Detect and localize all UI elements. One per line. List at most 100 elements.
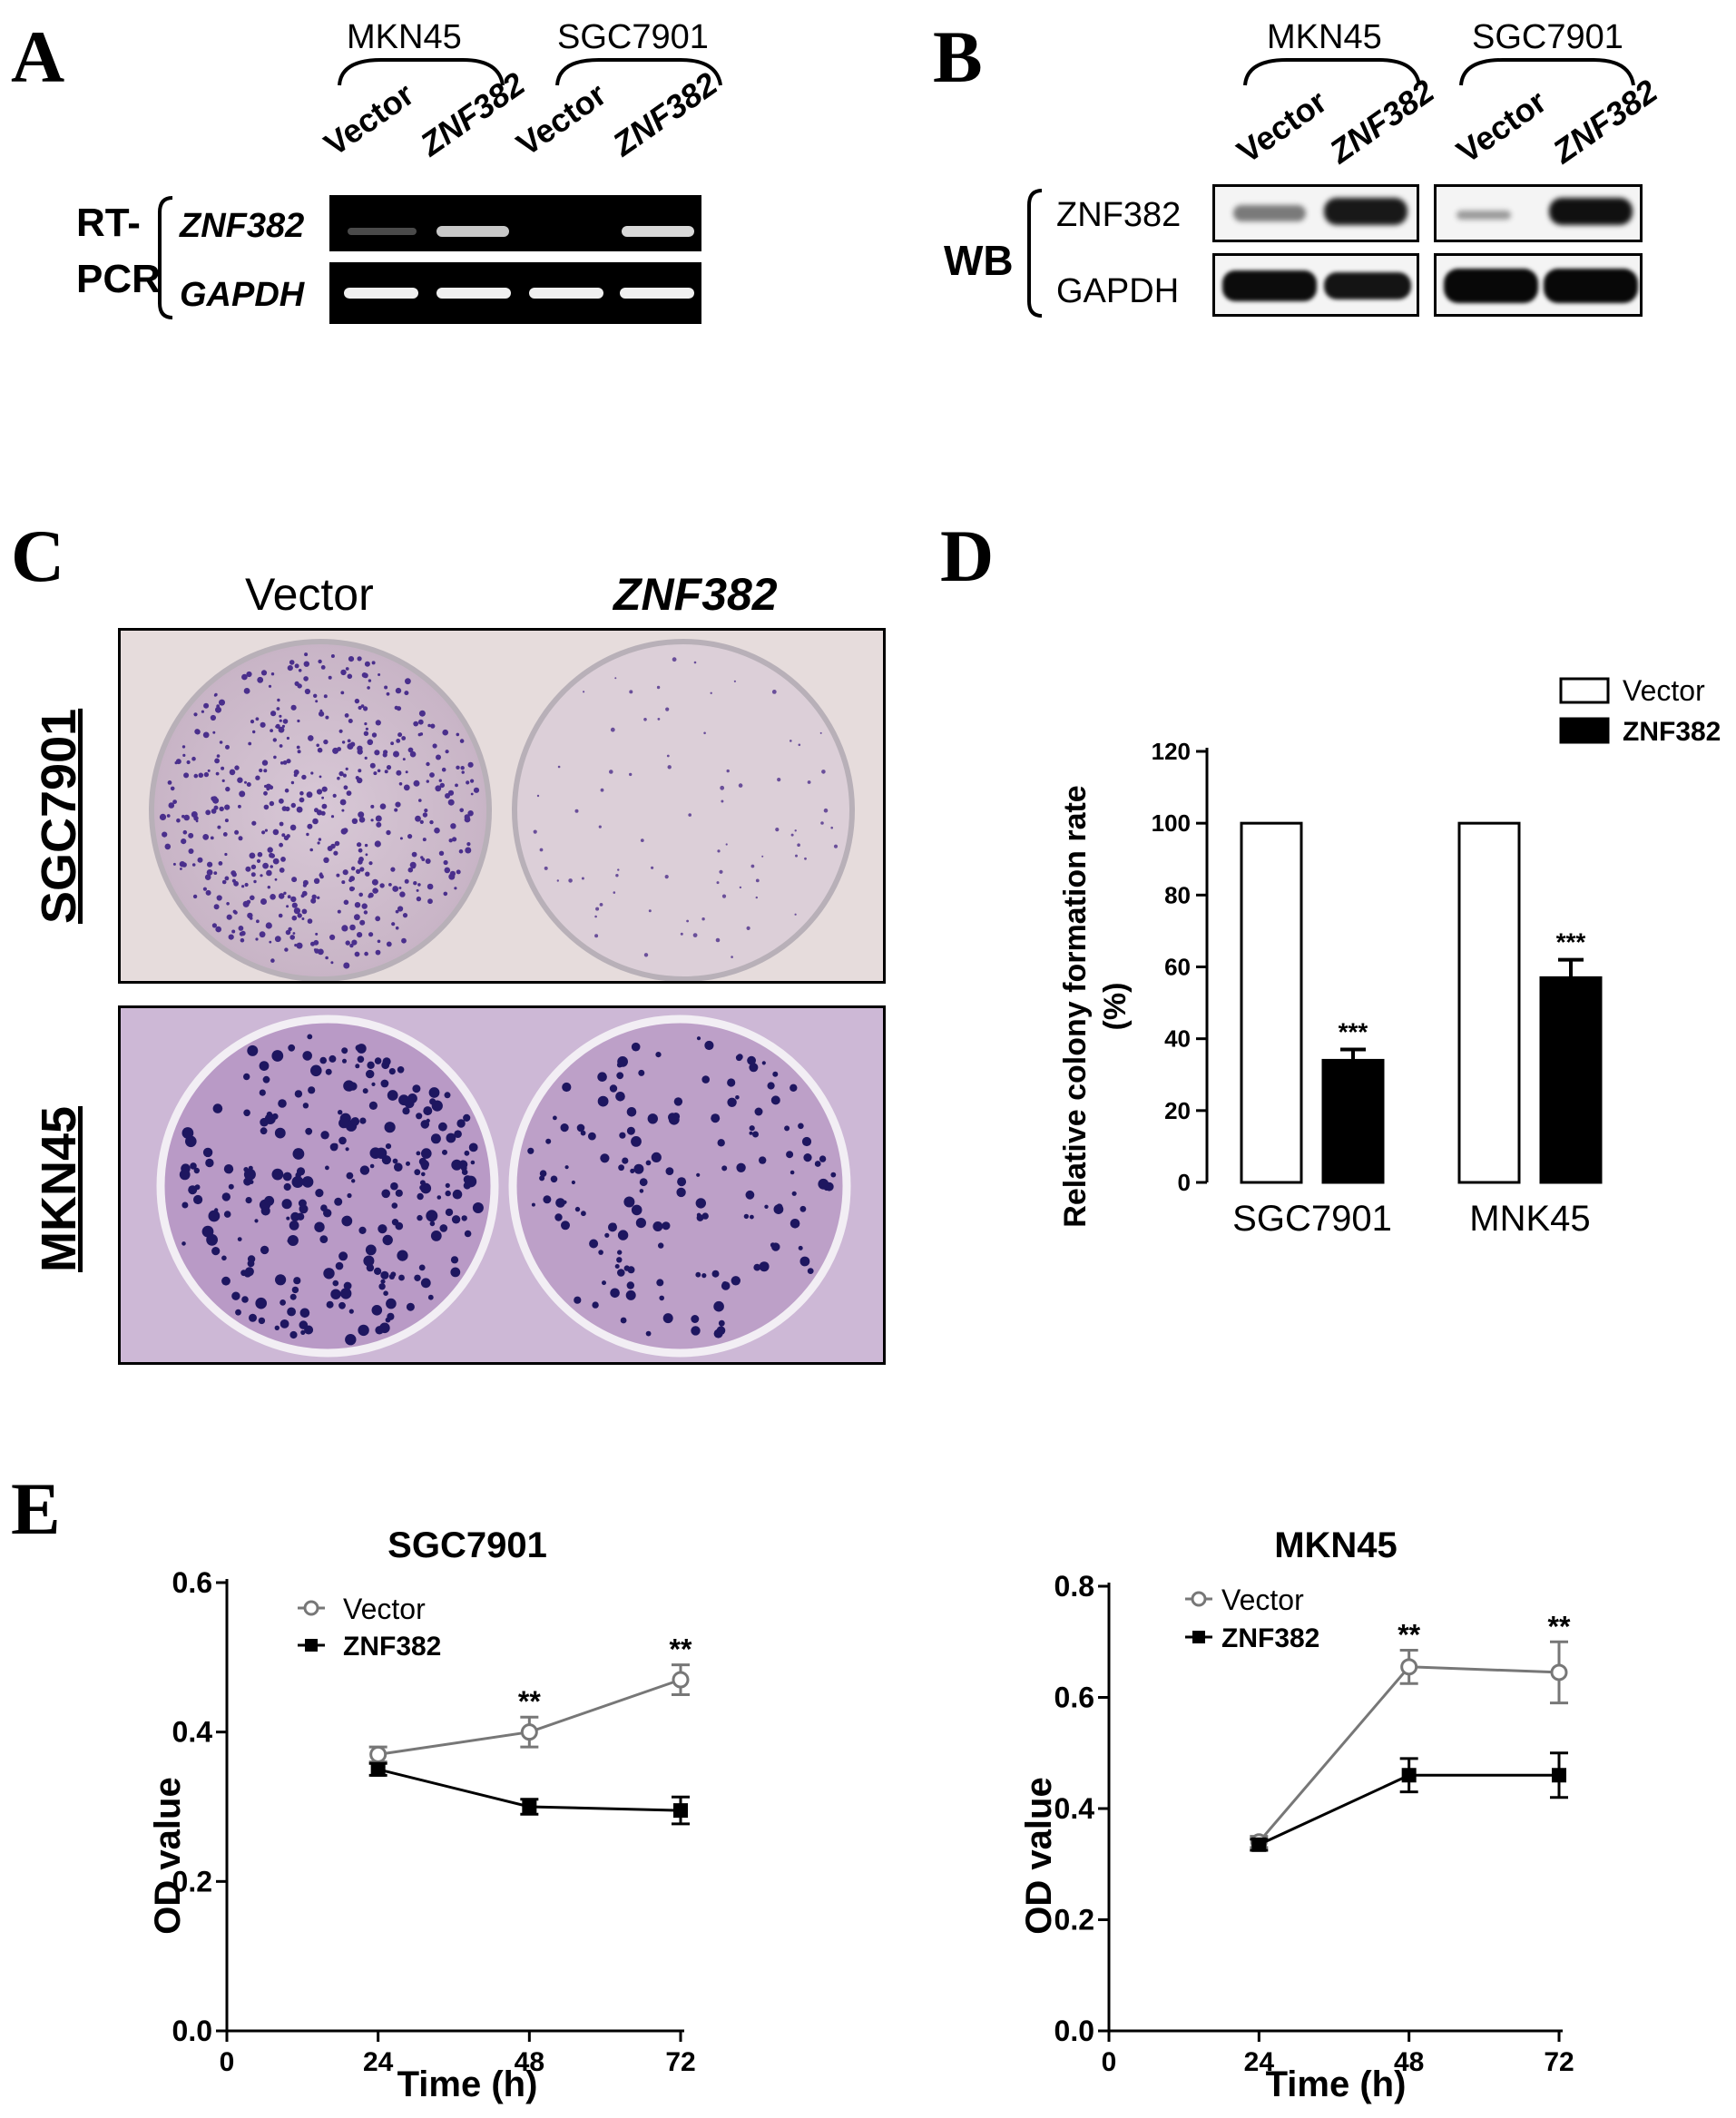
colony	[238, 836, 243, 841]
colony	[332, 1280, 339, 1287]
colony	[604, 1232, 610, 1238]
colony	[170, 786, 175, 791]
colony	[771, 690, 777, 694]
colony	[301, 774, 307, 780]
colony	[367, 739, 374, 746]
colony	[374, 1057, 382, 1064]
colony	[427, 883, 434, 890]
colony	[715, 937, 721, 943]
colony	[260, 721, 266, 728]
colony	[302, 1103, 309, 1109]
colony	[216, 754, 221, 758]
colony	[388, 1068, 396, 1075]
colony	[419, 819, 424, 824]
colony	[359, 1165, 370, 1175]
legend-label-znf382: ZNF382	[343, 1632, 441, 1662]
panel-b-cell-line-sgc7901: SGC7901	[1472, 18, 1623, 56]
colony	[203, 702, 210, 709]
colony	[770, 1095, 780, 1105]
colony	[384, 685, 388, 690]
chart-d-axes: 0 20 40 60 80 100 120	[1152, 738, 1209, 1196]
colony	[342, 869, 348, 876]
colony	[450, 823, 456, 829]
panel-a-cell-line-sgc7901: SGC7901	[557, 18, 709, 56]
colony	[374, 1267, 382, 1275]
colony	[618, 1164, 624, 1172]
colony	[194, 729, 201, 735]
colony	[413, 881, 417, 886]
panel-c-row-label-mkn45: MKN45	[32, 1105, 86, 1272]
colony	[342, 828, 348, 834]
colony	[215, 926, 221, 933]
colony	[442, 729, 449, 736]
y-tick-label: 20	[1164, 1097, 1191, 1124]
colony	[739, 886, 742, 889]
colony	[358, 857, 364, 862]
colony	[418, 1264, 426, 1271]
colony	[539, 1170, 547, 1177]
colony	[378, 1283, 386, 1290]
colony	[249, 1313, 257, 1322]
colony	[399, 837, 403, 840]
colony	[464, 814, 470, 820]
colony	[281, 833, 286, 838]
colony	[731, 956, 733, 958]
colony	[371, 1082, 376, 1086]
colony	[289, 1221, 299, 1231]
colony	[564, 1165, 569, 1170]
colony	[320, 1131, 329, 1140]
colony	[595, 907, 600, 911]
colony	[445, 1182, 450, 1188]
colony	[263, 790, 268, 796]
colony	[429, 772, 435, 778]
x-tick-label: 24	[363, 2047, 394, 2077]
colony	[259, 1089, 266, 1096]
colony	[424, 809, 428, 813]
colony	[229, 769, 236, 776]
colony	[799, 1205, 807, 1212]
colony	[280, 857, 286, 862]
colony	[794, 829, 797, 832]
colony	[610, 1288, 620, 1299]
colony	[263, 769, 268, 773]
colony	[598, 1250, 603, 1255]
colony	[382, 1057, 391, 1066]
colony	[278, 1099, 287, 1108]
colony	[278, 913, 283, 918]
colony	[470, 1160, 476, 1165]
point-znf382	[1401, 1768, 1417, 1783]
colony	[710, 691, 712, 694]
colony	[438, 1122, 447, 1132]
colony	[257, 676, 264, 683]
colony	[277, 698, 280, 702]
colony	[396, 739, 401, 743]
colony	[240, 930, 246, 936]
colony	[366, 1069, 375, 1079]
colony	[317, 841, 320, 845]
colony	[380, 1270, 389, 1280]
bar-znf382-sgc7901	[1321, 1058, 1385, 1184]
colony	[409, 750, 417, 758]
colony	[629, 690, 633, 694]
colony	[775, 828, 780, 832]
colony	[761, 855, 764, 858]
colony	[201, 1225, 214, 1238]
colony	[420, 1278, 431, 1289]
colony	[291, 877, 298, 883]
colony	[228, 1183, 234, 1190]
colony	[264, 829, 268, 832]
colony	[691, 1326, 701, 1336]
panel-a-method-line-2: PCR	[76, 257, 161, 301]
colony	[279, 744, 283, 748]
colony	[193, 1167, 200, 1174]
colony	[299, 1308, 310, 1319]
colony	[814, 1161, 821, 1167]
colony	[224, 876, 230, 881]
colony	[330, 654, 335, 658]
colony	[713, 1329, 723, 1338]
colony	[713, 1300, 724, 1312]
colony	[310, 771, 314, 775]
colony	[318, 838, 322, 841]
colony	[638, 1069, 645, 1076]
colony	[269, 852, 274, 858]
